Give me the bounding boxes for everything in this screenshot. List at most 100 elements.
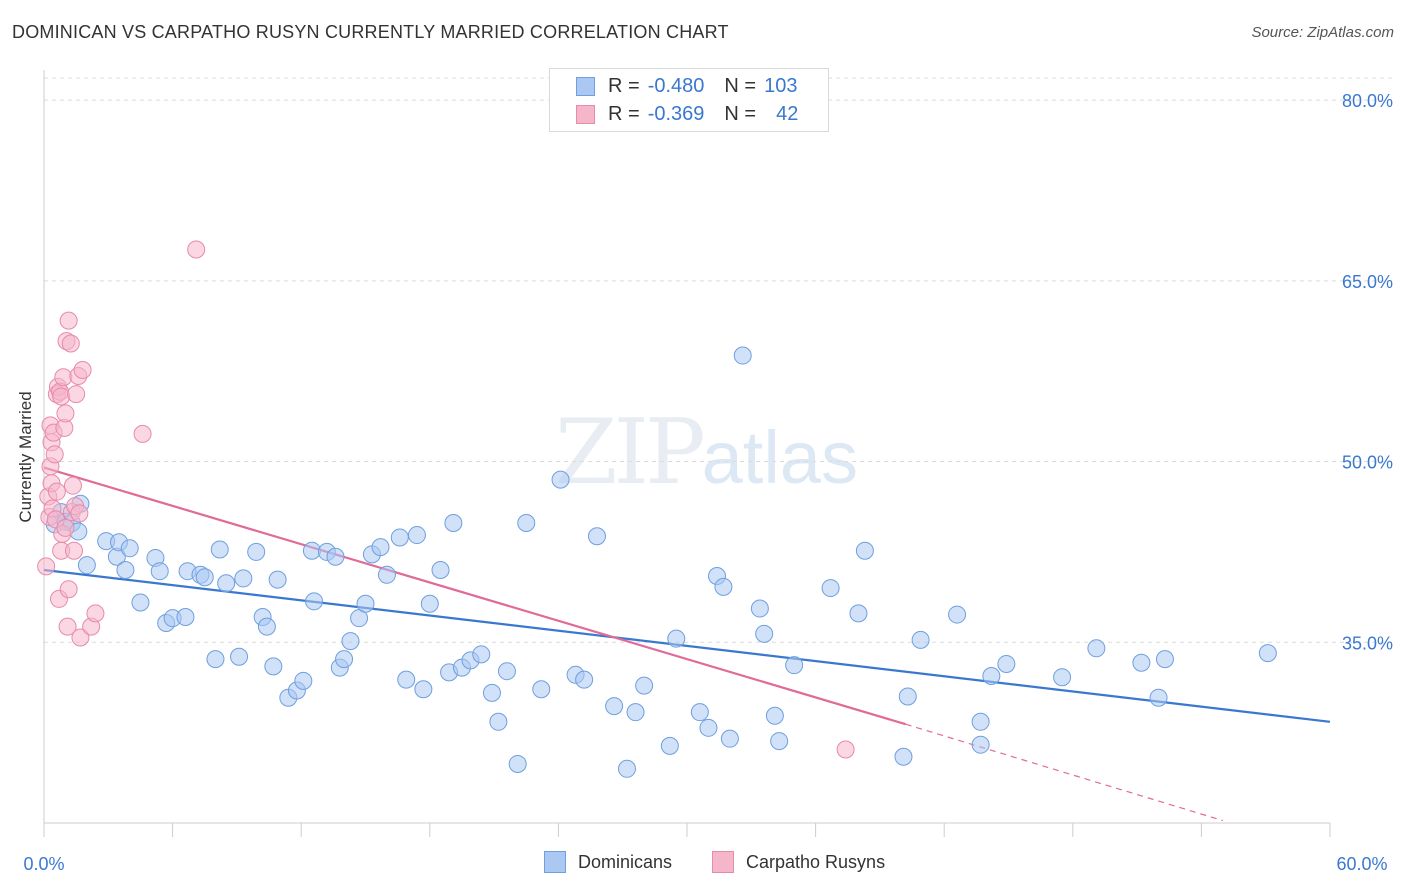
dominican-point	[482, 683, 501, 702]
dominican-point	[247, 542, 266, 561]
dominican-point	[750, 599, 769, 618]
dominican-point	[397, 670, 416, 689]
dominican-point	[551, 470, 570, 489]
watermark-atlas: atlas	[701, 416, 858, 499]
legend-row-carpatho: R = -0.369 N = 42	[576, 101, 798, 127]
carpatho-point	[52, 387, 71, 406]
dominican-point	[377, 565, 396, 584]
series-legend: Dominicans Carpatho Rusyns	[0, 851, 1406, 879]
dominican-point	[176, 607, 195, 626]
dominican-point	[294, 671, 313, 690]
dominican-point	[635, 676, 654, 695]
dominican-point	[660, 736, 679, 755]
dominican-point	[1087, 639, 1106, 658]
dominican-point	[371, 538, 390, 557]
dominican-point	[305, 592, 324, 611]
source-label: Source: ZipAtlas.com	[1251, 24, 1394, 41]
watermark-zip: ZIP	[555, 400, 706, 505]
dominican-point	[997, 654, 1016, 673]
carpatho-point	[54, 368, 73, 387]
dominican-point	[605, 697, 624, 716]
carpatho-trend-line	[43, 466, 906, 726]
dominican-point	[821, 579, 840, 598]
dominican-point	[971, 735, 990, 754]
dominican-point	[849, 604, 868, 623]
legend-swatch-dominicans	[576, 76, 595, 96]
legend-label-dominicans: Dominicans	[578, 851, 673, 872]
dominican-point	[131, 593, 150, 612]
axes	[43, 70, 1331, 837]
n-value-dominicans: 103	[764, 74, 798, 97]
dominican-point	[898, 687, 917, 706]
n-value-carpatho: 42	[776, 102, 799, 125]
dominican-trend-line	[43, 568, 1331, 723]
carpatho-point	[65, 541, 84, 560]
y-tick-label: 65.0%	[1342, 272, 1393, 292]
r-value-dominicans: -0.480	[647, 74, 705, 97]
legend-swatch-carpatho	[576, 104, 595, 124]
carpatho-point	[56, 518, 75, 537]
y-tick-label: 80.0%	[1342, 91, 1393, 111]
dominican-point	[1155, 650, 1174, 669]
dominican-point	[517, 514, 536, 533]
carpatho-trend-extension	[905, 723, 1224, 822]
dominican-point	[575, 670, 594, 689]
dominican-point	[206, 650, 225, 669]
dominican-point	[210, 540, 229, 559]
legend-item-carpatho[interactable]: Carpatho Rusyns	[712, 851, 885, 873]
dominican-point	[508, 754, 527, 773]
y-tick-label: 50.0%	[1342, 453, 1393, 473]
carpatho-point	[836, 740, 855, 759]
dominican-point	[341, 632, 360, 651]
r-label: R =	[608, 102, 640, 125]
carpatho-point	[56, 404, 75, 423]
correlation-legend: R = -0.480 N = 103 R = -0.369 N = 42	[549, 68, 829, 132]
y-tick-label: 35.0%	[1342, 633, 1393, 653]
carpatho-point	[61, 334, 80, 353]
r-label: R =	[608, 74, 640, 97]
carpatho-point	[59, 311, 78, 330]
dominican-point	[444, 514, 463, 533]
dominican-point	[407, 526, 426, 545]
dominican-point	[982, 667, 1001, 686]
dominican-point	[587, 527, 606, 546]
legend-item-dominicans[interactable]: Dominicans	[544, 851, 672, 873]
legend-swatch-carpatho	[712, 851, 734, 873]
trend-lines	[43, 466, 1331, 822]
dominican-point	[765, 706, 784, 725]
tick-labels: 35.0% 50.0% 65.0% 80.0% 0.0% 60.0%	[23, 91, 1393, 874]
dominican-point	[617, 759, 636, 778]
carpatho-point	[73, 360, 92, 379]
dominican-point	[971, 712, 990, 731]
r-value-carpatho: -0.369	[647, 102, 705, 125]
dominican-point	[489, 712, 508, 731]
legend-swatch-dominicans	[544, 851, 566, 873]
dominican-point	[733, 346, 752, 365]
carpatho-point	[86, 604, 105, 623]
dominican-point	[195, 568, 214, 587]
dominican-point	[326, 547, 345, 566]
dominican-point	[770, 732, 789, 751]
x-tick-label-max: 60.0%	[1336, 854, 1387, 874]
dominican-point	[335, 650, 354, 669]
legend-label-carpatho: Carpatho Rusyns	[746, 851, 886, 872]
dominican-point	[714, 577, 733, 596]
dominican-point	[690, 703, 709, 722]
dominican-point	[667, 629, 686, 648]
dominican-point	[1132, 653, 1151, 672]
dominican-point	[626, 703, 645, 722]
dominican-point	[120, 539, 139, 558]
carpatho-point	[47, 482, 66, 501]
dominican-point	[356, 594, 375, 613]
dominican-point	[948, 605, 967, 624]
dominican-point	[755, 624, 774, 643]
carpatho-point	[187, 240, 206, 259]
carpatho-point	[70, 504, 89, 523]
dominican-point	[894, 747, 913, 766]
n-label: N =	[724, 102, 757, 125]
carpatho-point	[58, 617, 77, 636]
legend-row-dominicans: R = -0.480 N = 103	[576, 73, 797, 99]
carpatho-point	[63, 476, 82, 495]
dominican-point	[414, 680, 433, 699]
